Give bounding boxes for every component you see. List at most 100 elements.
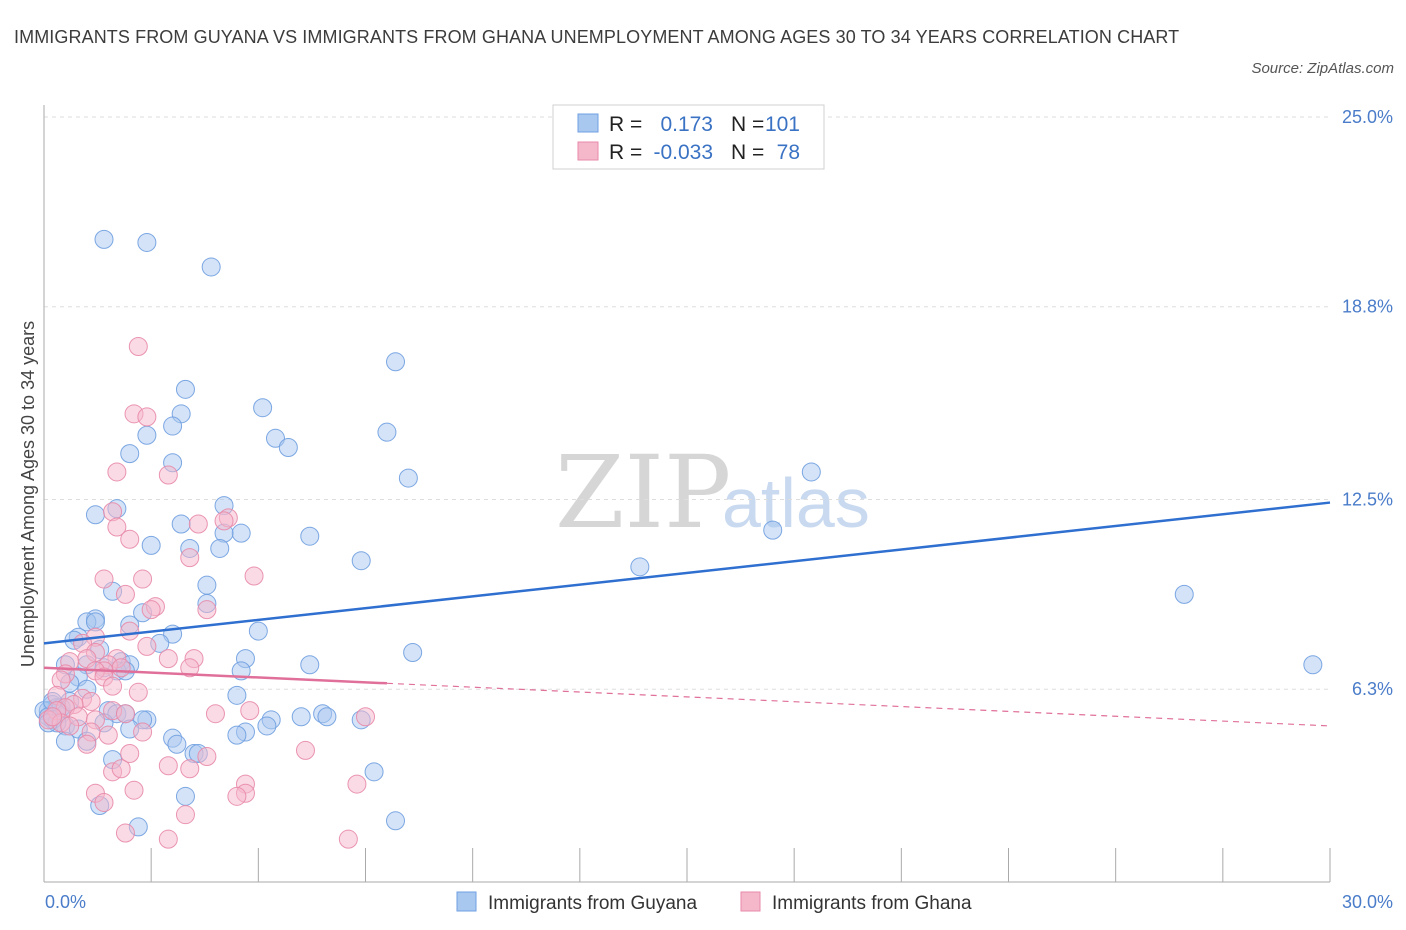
grid xyxy=(44,116,1330,690)
guyana-point xyxy=(253,398,273,418)
ghana-point xyxy=(107,517,127,537)
ghana-point xyxy=(120,621,140,641)
guyana-point xyxy=(300,655,320,675)
guyana-trend-line xyxy=(43,501,1331,645)
ghana-point xyxy=(347,774,367,794)
guyana-point xyxy=(1303,655,1323,675)
y-tick-label: 25.0% xyxy=(1342,107,1393,127)
guyana-point xyxy=(364,762,384,782)
ghana-trend-line-extension xyxy=(386,682,1331,727)
ghana-point xyxy=(180,548,200,568)
ghana-point xyxy=(197,747,217,767)
guyana-point xyxy=(141,535,161,555)
guyana-point xyxy=(257,716,277,736)
ghana-point xyxy=(120,529,140,549)
ghana-point xyxy=(115,584,135,604)
ghana-point xyxy=(115,704,135,724)
ghana-point xyxy=(107,462,127,482)
guyana-point xyxy=(300,526,320,546)
ghana-point xyxy=(81,691,101,711)
ghana-point xyxy=(158,829,178,849)
guyana-point xyxy=(291,707,311,727)
ghana-point xyxy=(115,823,135,843)
guyana-point xyxy=(227,685,247,705)
stats-n-label-ghana: N = xyxy=(731,141,764,164)
ghana-point xyxy=(94,569,114,589)
guyana-point xyxy=(630,557,650,577)
ghana-point xyxy=(137,636,157,656)
legend-label-guyana: Immigrants from Guyana xyxy=(488,893,697,914)
guyana-point xyxy=(167,734,187,754)
data-points xyxy=(34,229,1323,849)
ghana-point xyxy=(180,658,200,678)
stats-legend-swatch-guyana xyxy=(577,113,599,133)
guyana-point xyxy=(1174,584,1194,604)
guyana-point xyxy=(801,462,821,482)
y-tick-label: 12.5% xyxy=(1342,490,1393,510)
stats-n-label-guyana: N = xyxy=(731,113,764,136)
guyana-point xyxy=(85,505,105,525)
legend-swatch-ghana xyxy=(740,891,761,912)
ghana-point xyxy=(124,780,144,800)
trend-lines xyxy=(43,501,1331,727)
ghana-point xyxy=(205,704,225,724)
guyana-point xyxy=(210,538,230,558)
ghana-point xyxy=(175,805,195,825)
x-tick-max: 30.0% xyxy=(1342,892,1393,912)
ghana-point xyxy=(240,701,260,721)
ghana-point xyxy=(60,716,80,736)
guyana-point xyxy=(201,257,221,277)
guyana-point xyxy=(231,523,251,543)
x-tick-marks xyxy=(150,848,1331,882)
watermark-zip: ZIP xyxy=(555,434,731,551)
legend-swatch-guyana xyxy=(456,891,477,912)
ghana-point xyxy=(180,759,200,779)
guyana-point xyxy=(265,428,285,448)
guyana-point xyxy=(197,575,217,595)
guyana-point xyxy=(351,551,371,571)
ghana-point xyxy=(197,600,217,620)
ghana-point xyxy=(141,600,161,620)
series-legend: Immigrants from Guyana Immigrants from G… xyxy=(456,891,972,914)
ghana-point xyxy=(356,707,375,727)
guyana-point xyxy=(398,468,418,488)
ghana-point xyxy=(103,676,123,696)
guyana-point xyxy=(175,786,195,806)
y-tick-labels: 6.3% 12.5% 18.8% 25.0% xyxy=(1342,107,1393,699)
chart-title: IMMIGRANTS FROM GUYANA VS IMMIGRANTS FRO… xyxy=(14,27,1180,47)
ghana-point xyxy=(295,740,315,760)
guyana-point xyxy=(317,707,337,727)
guyana-point xyxy=(386,352,406,372)
stats-r-value-ghana: -0.033 xyxy=(653,141,713,164)
y-tick-label: 6.3% xyxy=(1352,679,1393,699)
guyana-point xyxy=(171,514,191,534)
guyana-point xyxy=(120,444,140,464)
stats-r-label-guyana: R = xyxy=(609,113,642,136)
watermark-atlas: atlas xyxy=(722,464,870,542)
ghana-point xyxy=(188,514,208,534)
guyana-point xyxy=(248,621,268,641)
ghana-point xyxy=(98,725,118,745)
ghana-point xyxy=(158,465,178,485)
guyana-point xyxy=(386,811,406,831)
guyana-point xyxy=(278,437,298,457)
guyana-point xyxy=(403,643,423,662)
guyana-point xyxy=(763,520,783,540)
guyana-point xyxy=(175,379,195,399)
guyana-point xyxy=(377,422,397,442)
guyana-point xyxy=(227,725,247,745)
ghana-point xyxy=(111,658,131,678)
ghana-point xyxy=(158,649,178,669)
ghana-point xyxy=(120,743,140,763)
ghana-point xyxy=(214,511,234,531)
ghana-point xyxy=(128,337,148,356)
stats-n-value-ghana: 78 xyxy=(777,141,800,164)
ghana-point xyxy=(133,722,153,742)
legend-label-ghana: Immigrants from Ghana xyxy=(772,893,972,914)
stats-legend: R = 0.173 N = 101 R = -0.033 N = 78 xyxy=(552,104,825,170)
ghana-point xyxy=(128,682,148,702)
watermark: ZIP atlas xyxy=(555,434,870,551)
y-tick-label: 18.8% xyxy=(1342,297,1393,317)
